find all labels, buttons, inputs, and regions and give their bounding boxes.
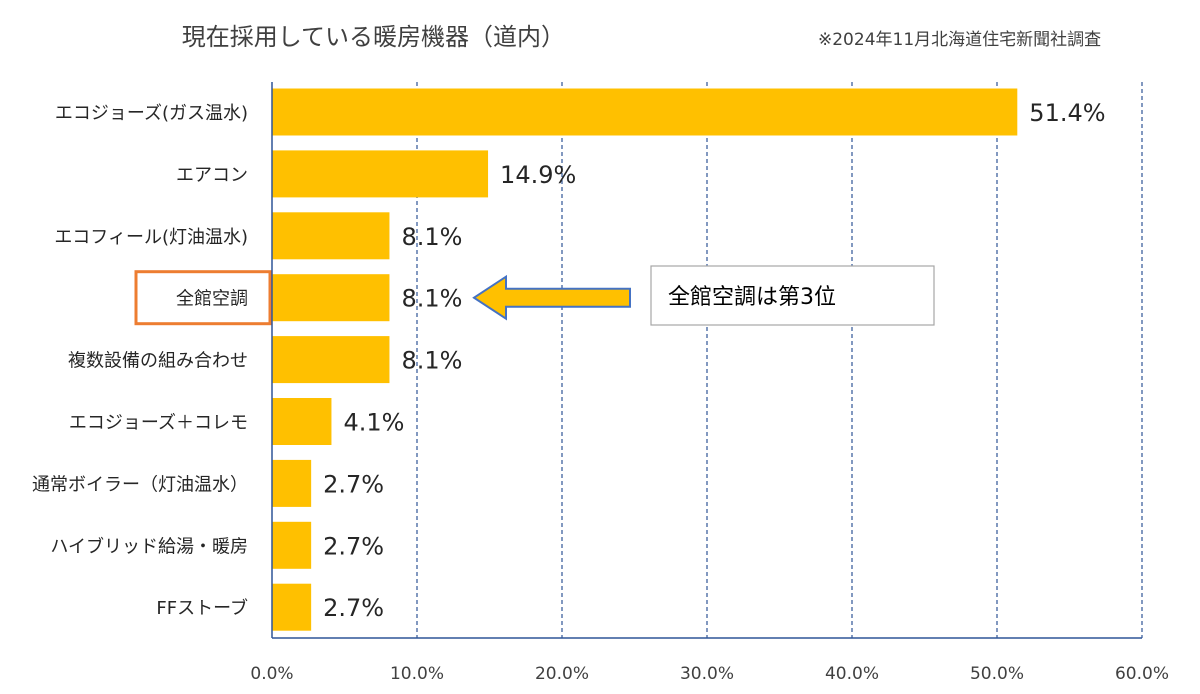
x-axis: 0.0% 10.0% 20.0% 30.0% 40.0% 50.0% 60.0% bbox=[250, 82, 1169, 684]
value-label: 14.9% bbox=[500, 161, 576, 189]
annotation: 全館空調は第3位 bbox=[472, 265, 935, 326]
bar bbox=[272, 88, 1018, 136]
bar bbox=[272, 212, 390, 260]
value-label: 51.4% bbox=[1029, 99, 1105, 127]
x-tick-label: 50.0% bbox=[970, 664, 1024, 684]
category-label: エコジョーズ(ガス温水) bbox=[55, 103, 248, 124]
category-label: 複数設備の組み合わせ bbox=[68, 351, 248, 372]
value-label: 4.1% bbox=[343, 409, 404, 437]
arrow-left-icon bbox=[472, 274, 631, 321]
category-label: エコジョーズ＋コレモ bbox=[69, 413, 248, 434]
value-label: 2.7% bbox=[323, 470, 384, 498]
bars bbox=[272, 88, 1018, 631]
category-label: FFストーブ bbox=[156, 597, 248, 619]
bar bbox=[272, 583, 312, 631]
bar bbox=[272, 398, 332, 445]
category-label: 全館空調 bbox=[176, 289, 248, 310]
callout-box bbox=[650, 265, 935, 326]
bar bbox=[272, 336, 390, 384]
x-tick-label: 30.0% bbox=[680, 664, 734, 684]
bar bbox=[272, 459, 312, 507]
category-label: 通常ボイラー（灯油温水） bbox=[32, 474, 248, 495]
category-label: エコフィール(灯油温水) bbox=[54, 227, 248, 248]
value-label: 2.7% bbox=[323, 532, 384, 560]
x-tick-label: 10.0% bbox=[390, 664, 444, 684]
x-tick-label: 60.0% bbox=[1115, 664, 1169, 684]
value-label: 8.1% bbox=[401, 347, 462, 375]
category-label: エアコン bbox=[176, 165, 248, 186]
value-label: 8.1% bbox=[401, 223, 462, 251]
x-tick-label: 0.0% bbox=[250, 664, 293, 684]
gridlines bbox=[416, 82, 1143, 638]
chart-title: 現在採用している暖房機器（道内） bbox=[182, 23, 565, 51]
x-tick-label: 40.0% bbox=[825, 664, 879, 684]
value-label: 8.1% bbox=[401, 285, 462, 313]
category-label: ハイブリッド給湯・暖房 bbox=[50, 535, 248, 557]
highlight-box bbox=[134, 270, 272, 326]
value-label: 2.7% bbox=[323, 594, 384, 622]
bar bbox=[272, 274, 390, 322]
x-tick-label: 20.0% bbox=[535, 664, 589, 684]
bar bbox=[272, 150, 489, 198]
chart-subtitle: ※2024年11月北海道住宅新聞社調査 bbox=[818, 30, 1101, 50]
callout-text: 全館空調は第3位 bbox=[668, 285, 836, 310]
bar bbox=[272, 521, 312, 569]
value-labels: 51.4% 14.9% 8.1% 8.1% 8.1% 4.1% 2.7% 2.7% 2.7% bbox=[323, 99, 1105, 622]
